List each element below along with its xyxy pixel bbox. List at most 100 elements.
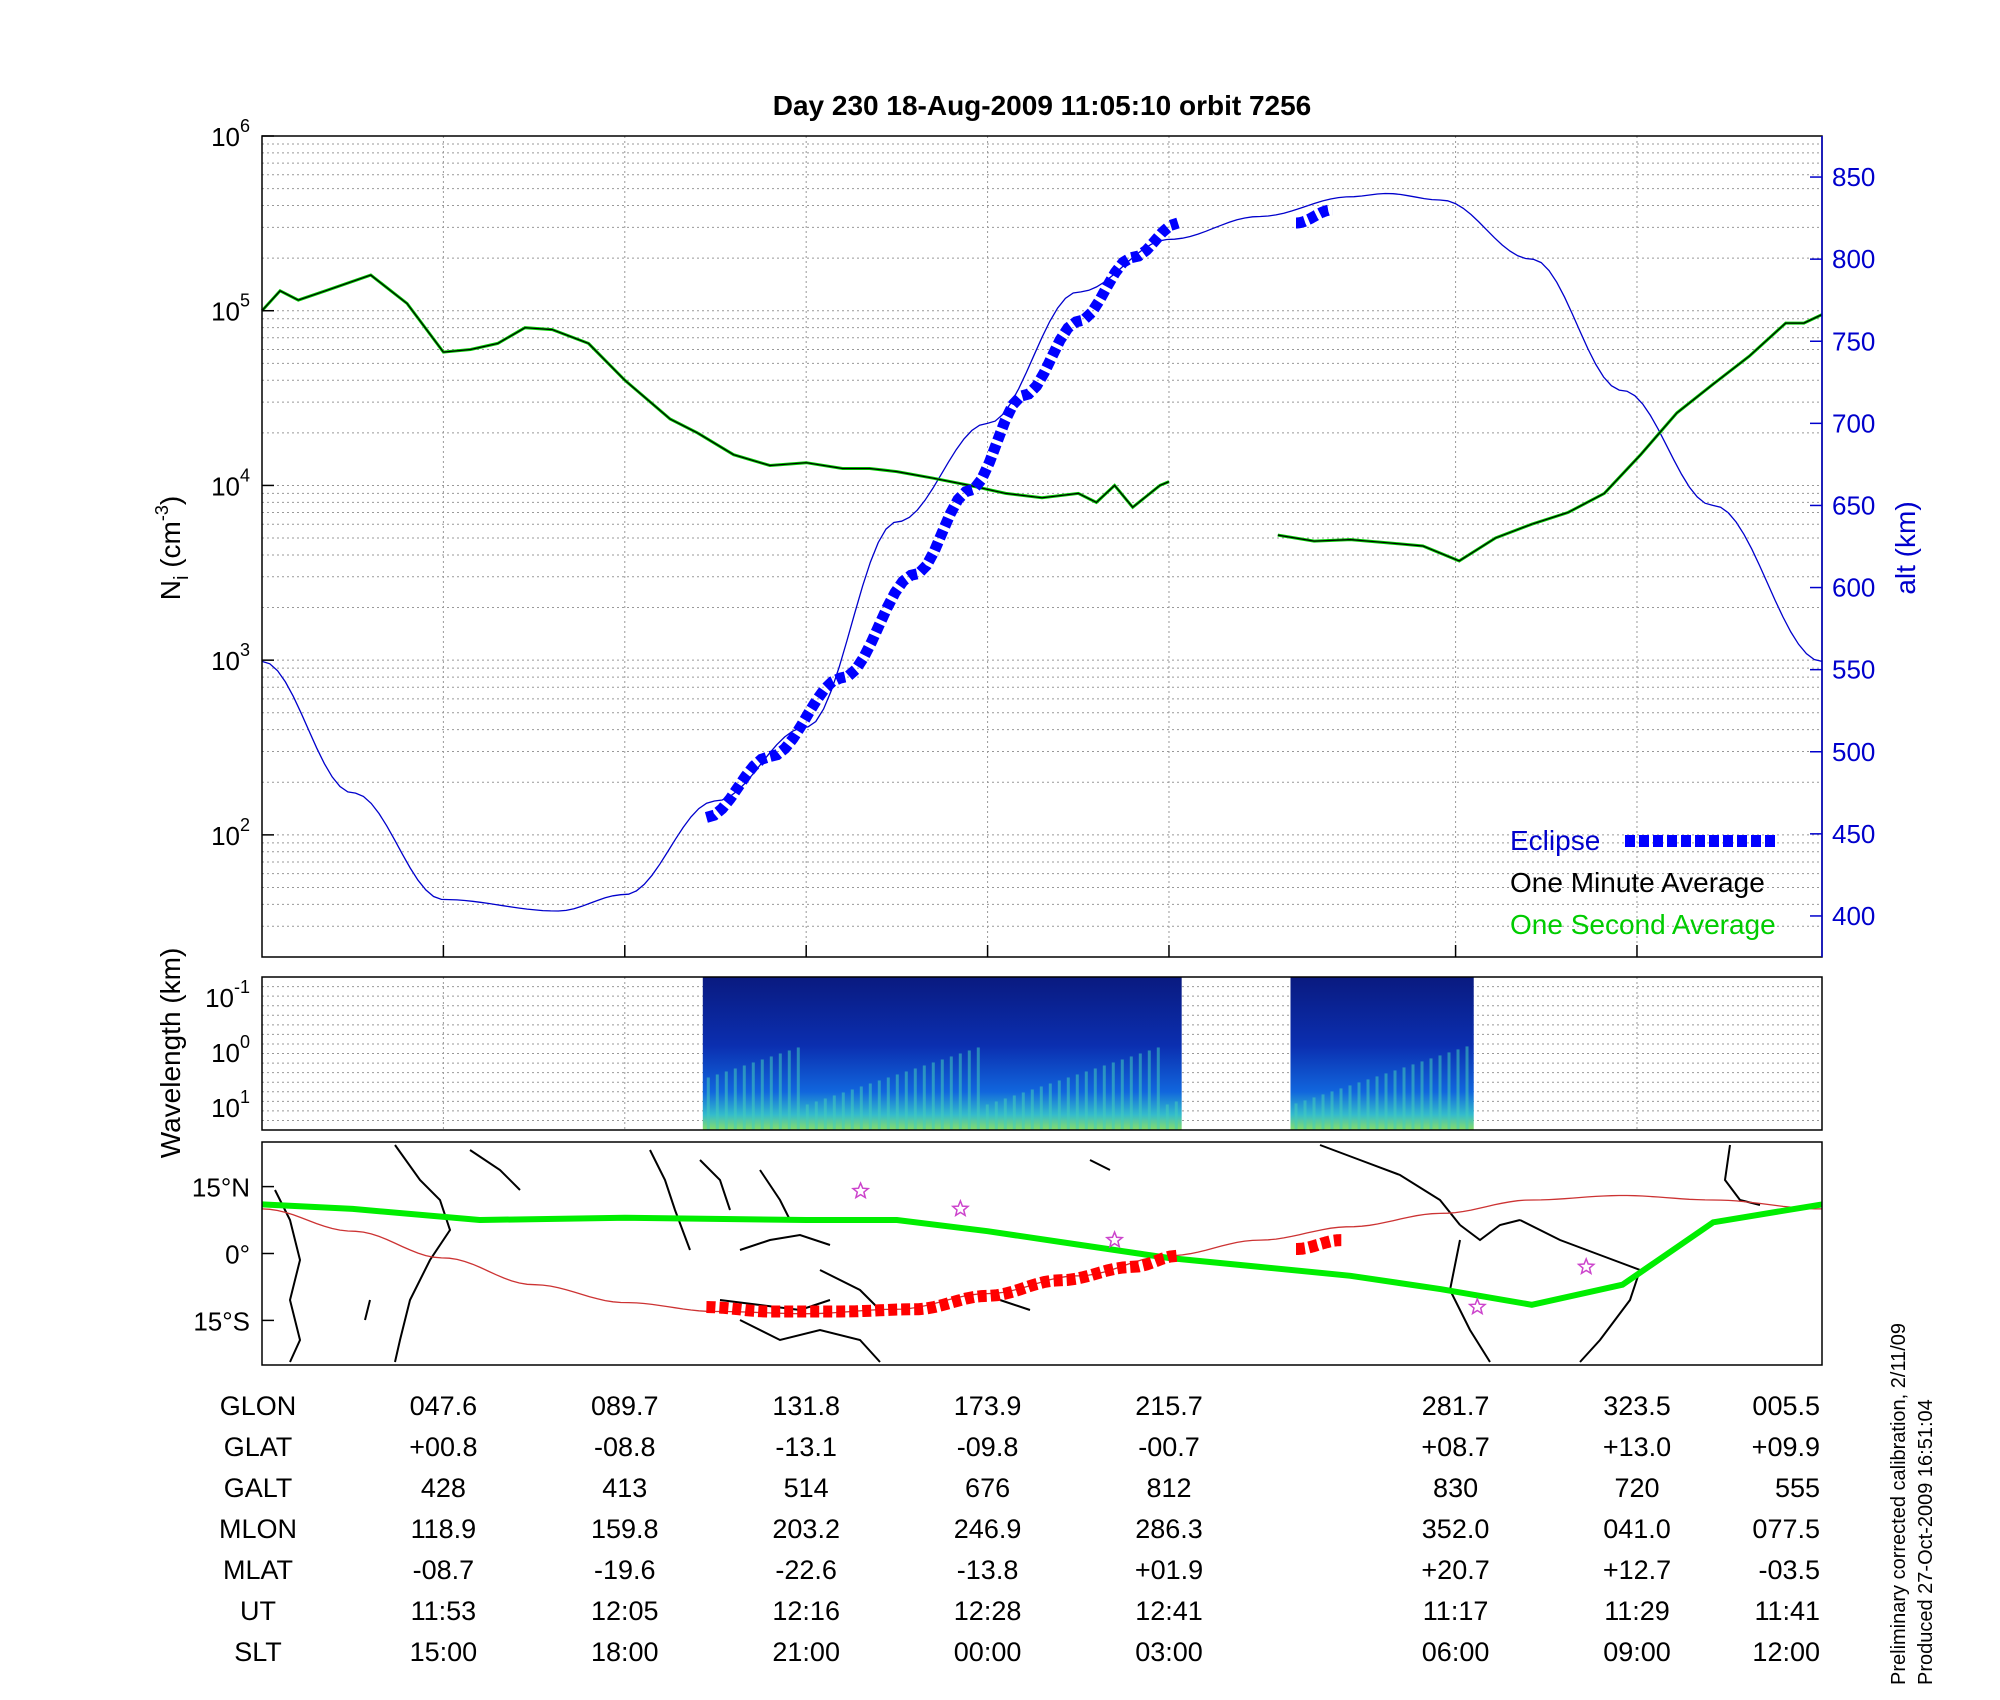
- density-grid: [262, 136, 1822, 958]
- track-map-frame: [261, 1141, 1823, 1366]
- dip-equator-line: [261, 1194, 1823, 1315]
- spectrogram-streak: [787, 1050, 791, 1130]
- table-row-label: MLON: [219, 1514, 297, 1544]
- altitude-series: [261, 192, 1823, 912]
- spectrogram-streak: [1465, 1046, 1469, 1130]
- spectrogram-streak: [814, 1101, 818, 1130]
- spectrogram-streak: [868, 1083, 872, 1130]
- spectrogram-streak: [1402, 1067, 1406, 1130]
- y-tick-label: 103: [211, 640, 250, 676]
- star-marker: [1467, 1296, 1487, 1316]
- spectrogram-streak: [1357, 1082, 1361, 1130]
- table-cell: +13.0: [1603, 1432, 1671, 1462]
- spectrogram-streak: [985, 1104, 989, 1130]
- spectrogram-streak: [1339, 1088, 1343, 1130]
- table-cell: 12:41: [1135, 1596, 1203, 1626]
- spectrogram-streak: [1165, 1104, 1169, 1130]
- table-cell: 047.6: [410, 1391, 478, 1421]
- table-cell: 077.5: [1752, 1514, 1820, 1544]
- altitude-y-axis-label: alt (km): [1890, 501, 1921, 594]
- spectrogram-streak: [1138, 1053, 1142, 1130]
- spectrogram-streak: [1321, 1094, 1325, 1130]
- spectrogram-streak: [1429, 1058, 1433, 1130]
- altitude-line: [261, 192, 1823, 912]
- spectrogram-streak: [940, 1059, 944, 1130]
- table-cell: 555: [1775, 1473, 1820, 1503]
- table-cell: -13.1: [775, 1432, 837, 1462]
- spectrogram-block: [1290, 977, 1474, 1130]
- legend: Eclipse One Minute Average One Second Av…: [1510, 825, 1776, 940]
- spectrogram-streak: [1420, 1061, 1424, 1130]
- legend-entry-eclipse: Eclipse: [1510, 825, 1600, 856]
- spectrogram-streak: [1066, 1077, 1070, 1130]
- spectrogram-y-tick-label: 10-1: [205, 977, 250, 1013]
- table-cell: -03.5: [1758, 1555, 1820, 1585]
- spectrogram-streak: [1366, 1079, 1370, 1130]
- spectrogram-streak: [832, 1095, 836, 1130]
- chart-title: Day 230 18-Aug-2009 11:05:10 orbit 7256: [773, 90, 1312, 121]
- star-marker: [1104, 1230, 1125, 1249]
- spectrogram-frame: [261, 976, 1823, 1131]
- spectrogram-streak: [1174, 1101, 1178, 1130]
- spectrogram-streak: [913, 1068, 917, 1130]
- density-y-ticks: 102 103 104 105 106: [211, 116, 274, 851]
- spectrogram-streak: [796, 1047, 800, 1130]
- table-cell: 281.7: [1422, 1391, 1490, 1421]
- star-marker: [950, 1198, 970, 1218]
- spectrogram-streak: [1447, 1052, 1451, 1130]
- one-second-line: [1277, 313, 1823, 563]
- eclipse-track-line: [1296, 1234, 1342, 1255]
- table-row-label: MLAT: [223, 1555, 293, 1585]
- spectrogram-streak: [1003, 1098, 1007, 1130]
- table-row-label: GLON: [220, 1391, 297, 1421]
- altitude-y-ticks: 400 450 500 550 600 650 700 750 800 850: [1810, 162, 1875, 931]
- spectrogram-streak: [877, 1080, 881, 1130]
- alt-tick-label: 550: [1832, 655, 1875, 685]
- table-row-label: GLAT: [224, 1432, 293, 1462]
- table-cell: +08.7: [1421, 1432, 1489, 1462]
- table-cell: 413: [602, 1473, 647, 1503]
- table-cell: -22.6: [775, 1555, 837, 1585]
- alt-tick-label: 800: [1832, 244, 1875, 274]
- table-cell: 11:53: [411, 1596, 477, 1626]
- table-cell: 09:00: [1603, 1637, 1671, 1667]
- legend-entry-one-minute: One Minute Average: [1510, 867, 1765, 898]
- alt-tick-label: 400: [1832, 901, 1875, 931]
- spectrogram-y-ticks: 10-1 100 101: [205, 977, 250, 1123]
- spectrogram-streak: [1312, 1097, 1316, 1130]
- map-y-tick-label: 15°N: [192, 1173, 250, 1203]
- legend-entry-one-second: One Second Average: [1510, 909, 1776, 940]
- alt-tick-label: 500: [1832, 737, 1875, 767]
- spectrogram-streak: [769, 1056, 773, 1130]
- table-cell: 286.3: [1135, 1514, 1203, 1544]
- spectrogram-streak: [886, 1077, 890, 1130]
- spectrogram-streak: [1393, 1070, 1397, 1130]
- spectrogram-streak: [742, 1065, 746, 1130]
- one-minute-line: [1277, 314, 1823, 562]
- table-cell: 12:05: [591, 1596, 659, 1626]
- calibration-note: Preliminary corrected calibration, 2/11/…: [1888, 1323, 1910, 1685]
- spectrogram-streak: [823, 1098, 827, 1130]
- density-y-axis-label: Ni (cm-3): [152, 496, 193, 600]
- spectrogram-streak: [1048, 1083, 1052, 1130]
- table-cell: +09.9: [1752, 1432, 1820, 1462]
- spectrogram-streak: [976, 1047, 980, 1130]
- spectrogram-streak: [1093, 1068, 1097, 1130]
- table-cell: 215.7: [1135, 1391, 1203, 1421]
- table-cell: 06:00: [1422, 1637, 1490, 1667]
- orbit-parameter-table: GLON 047.6 089.7 131.8 173.9 215.7 281.7 323.5 0…: [219, 1391, 1820, 1667]
- track-map-panel: 15°N 0° 15°S: [192, 1141, 1823, 1366]
- spectrogram-streak: [1102, 1065, 1106, 1130]
- table-cell: 089.7: [591, 1391, 659, 1421]
- table-cell: 246.9: [954, 1514, 1022, 1544]
- map-y-tick-label: 0°: [225, 1240, 250, 1270]
- spectrogram-streak: [1039, 1086, 1043, 1130]
- spectrogram-streak: [931, 1062, 935, 1130]
- table-row-label: UT: [240, 1596, 276, 1626]
- table-cell: 203.2: [772, 1514, 840, 1544]
- table-cell: 11:17: [1423, 1596, 1489, 1626]
- table-cell: 676: [965, 1473, 1010, 1503]
- table-cell: 12:16: [772, 1596, 840, 1626]
- table-cell: -09.8: [957, 1432, 1019, 1462]
- spectrogram-streak: [850, 1089, 854, 1130]
